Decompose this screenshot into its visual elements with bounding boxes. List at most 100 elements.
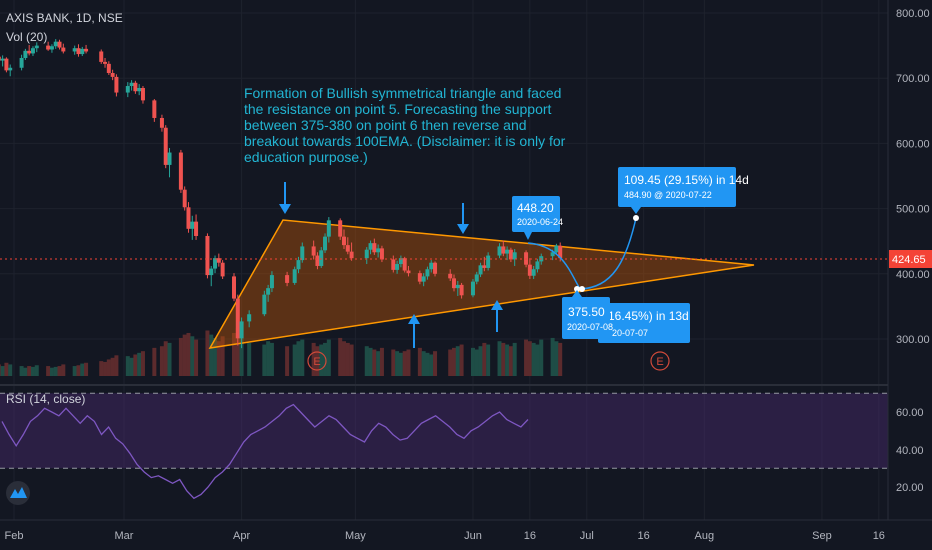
volume-bar [300,339,305,376]
volume-bar [311,342,316,376]
volume-bar [379,347,384,376]
candle-body [80,48,85,55]
rsi-indicator-label[interactable]: RSI (14, close) [6,392,85,406]
annotation-line-3: between 375-380 on point 6 then reverse … [244,117,527,133]
volume-bar [455,346,460,376]
candle-body [19,57,24,68]
price-axis-ticks: 800.00 700.00 600.00 500.00 400.00 300.00 [896,8,930,346]
candle-body [379,248,384,260]
annotation-line-5: education purpose.) [244,149,368,165]
earnings-marker-1[interactable]: E [307,351,327,371]
candle-body [61,47,66,52]
time-tick-label: Apr [233,530,250,542]
volume-bar [474,349,479,376]
candle-body [448,273,453,279]
volume-bar [470,347,475,376]
volume-bar [345,342,350,376]
earnings-marker-2[interactable]: E [650,351,670,371]
current-price-value: 424.65 [892,254,926,266]
candle-body [527,264,532,276]
price-axis[interactable] [888,0,932,550]
candle-body [125,86,130,93]
volume-bar [205,330,210,376]
candle-body [72,48,77,52]
time-tick-label: May [345,530,366,542]
callout-high-price: 448.20 [517,201,554,215]
callout-high-date: 2020-06-24 [517,217,563,227]
candle-body [216,258,221,263]
point-arrows [279,182,503,348]
volume-bar [262,344,267,376]
candle-body [338,220,343,237]
candle-body [99,51,104,62]
symmetrical-triangle[interactable] [208,219,755,349]
volume-bar [319,344,324,376]
candle-body [482,265,487,268]
volume-bar [550,337,555,376]
candle-body [292,269,297,283]
volume-bar [292,344,297,376]
volume-bar [505,344,510,376]
volume-bar [395,351,400,376]
volume-bar [478,346,483,376]
volume-bar [125,356,130,376]
candle-body [501,246,506,254]
candle-body [425,269,430,277]
candle-body [84,48,89,52]
callout-low-to-date: 20-07-07 [612,328,648,338]
candle-body [364,249,369,259]
volume-bar [402,351,407,376]
volume-bar [84,362,89,376]
volume-bar [99,361,104,376]
candle-body [103,61,108,64]
current-price-label: 424.65 [889,250,932,268]
candle-body [178,152,183,190]
volume-bar [27,366,32,376]
volume-bar [8,364,13,376]
tradingview-logo-icon[interactable] [6,481,30,505]
volume-bar [364,346,369,376]
callout-high[interactable]: 448.20 2020-06-24 [512,196,563,240]
candle-body [508,249,513,260]
candle-body [0,56,1,61]
volume-bar [159,346,164,376]
callout-low-change-text: 16.45%) in 13d [608,309,689,323]
candle-body [531,269,536,276]
volume-bar [49,367,54,376]
time-tick-label: 16 [638,530,650,542]
time-tick-label: Jun [464,530,482,542]
annotation-text[interactable]: Formation of Bullish symmetrical triangl… [244,85,566,165]
callout-low[interactable]: 375.50 2020-07-08 [562,290,613,339]
volume-bar [247,342,252,376]
candle-body [402,258,407,271]
candle-body [300,246,305,261]
volume-bar [554,341,559,376]
volume-indicator-label[interactable]: Vol (20) [6,30,47,44]
candle-body [266,288,271,295]
symbol-title[interactable]: AXIS BANK, 1D, NSE [6,11,123,25]
candle-body [505,249,510,254]
candle-body [194,221,199,236]
forecast-point-target[interactable] [633,215,639,221]
volume-bar [501,342,506,376]
forecast-point-low-1[interactable] [574,286,580,292]
time-tick-label: Sep [812,530,832,542]
volume-bar [133,354,138,376]
volume-bar [213,337,218,376]
volume-bar [296,341,301,376]
forecast-point-low-2[interactable] [579,286,585,292]
volume-bar [342,341,346,376]
candle-body [470,281,475,296]
volume-bar [53,366,58,376]
volume-bar [315,346,320,376]
time-axis[interactable] [0,520,888,550]
volume-bar [269,342,274,376]
price-tick-label: 300.00 [896,334,930,346]
candle-body [27,50,32,54]
candle-body [239,321,244,339]
candle-body [486,255,491,268]
volume-bar [34,365,39,376]
callout-target[interactable]: 109.45 (29.15%) in 14d 484.90 @ 2020-07-… [618,167,749,214]
callout-low-change[interactable]: 16.45%) in 13d 20-07-07 [598,303,690,343]
